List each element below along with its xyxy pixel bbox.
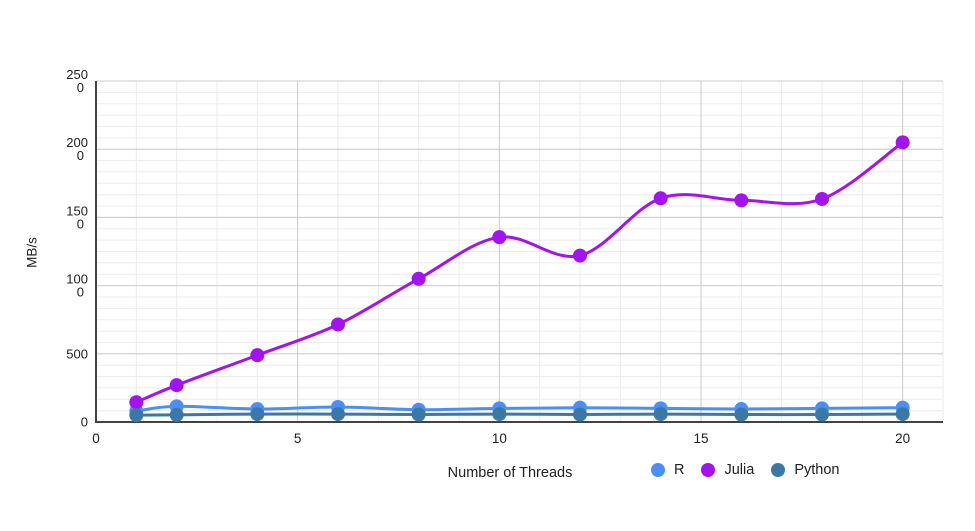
data-point-python[interactable] (734, 407, 749, 422)
data-point-julia[interactable] (815, 191, 829, 206)
chart-legend: R Julia Python (651, 462, 839, 478)
x-tick-label: 15 (693, 431, 708, 446)
y-tick-label: 100 0 (66, 272, 88, 300)
data-point-julia[interactable] (250, 348, 265, 363)
data-point-julia[interactable] (411, 271, 426, 286)
data-point-python[interactable] (895, 407, 910, 422)
x-tick-label: 10 (492, 431, 507, 446)
data-point-julia[interactable] (734, 193, 749, 208)
legend-swatch-julia-icon (701, 463, 716, 477)
data-point-julia[interactable] (895, 135, 910, 150)
y-tick-label: 200 0 (66, 135, 88, 163)
data-point-python[interactable] (129, 408, 144, 423)
data-point-python[interactable] (411, 407, 426, 422)
legend-item-python[interactable]: Python (771, 462, 839, 478)
data-point-python[interactable] (169, 407, 184, 422)
data-point-julia[interactable] (492, 230, 507, 245)
data-point-python[interactable] (492, 407, 507, 422)
y-tick-label: 500 (66, 346, 88, 361)
data-point-julia[interactable] (653, 191, 668, 206)
data-point-julia[interactable] (573, 248, 587, 263)
data-point-python[interactable] (331, 407, 345, 422)
data-point-python[interactable] (653, 407, 668, 422)
y-axis-title: MB/s (24, 237, 40, 268)
legend-item-r[interactable]: R (651, 462, 684, 478)
tick-labels: 0 500 100 0 150 0 200 0 250 0 0 5 10 15 20 (66, 67, 910, 446)
legend-item-julia[interactable]: Julia (701, 462, 754, 478)
legend-swatch-python-icon (771, 463, 786, 477)
data-point-python[interactable] (815, 407, 829, 422)
data-point-julia[interactable] (129, 395, 144, 410)
minor-gridlines (96, 81, 944, 422)
y-tick-label: 150 0 (66, 203, 88, 231)
legend-label-julia: Julia (724, 462, 755, 478)
series-julia (129, 135, 910, 410)
series-python (129, 407, 910, 423)
data-point-python[interactable] (573, 407, 587, 422)
data-point-julia[interactable] (169, 378, 184, 393)
y-tick-label: 0 (81, 415, 88, 430)
x-tick-label: 0 (92, 431, 100, 446)
x-tick-label: 5 (294, 431, 302, 446)
x-tick-label: 20 (895, 431, 910, 446)
data-point-python[interactable] (250, 407, 265, 422)
x-axis-title: Number of Threads (447, 465, 573, 481)
legend-swatch-r-icon (651, 463, 665, 477)
legend-label-r: R (674, 462, 685, 478)
data-point-julia[interactable] (331, 317, 345, 332)
series-line-julia (134, 140, 905, 404)
axis-lines (95, 81, 943, 423)
y-tick-label: 250 0 (66, 67, 88, 95)
legend-label-python: Python (794, 462, 840, 478)
